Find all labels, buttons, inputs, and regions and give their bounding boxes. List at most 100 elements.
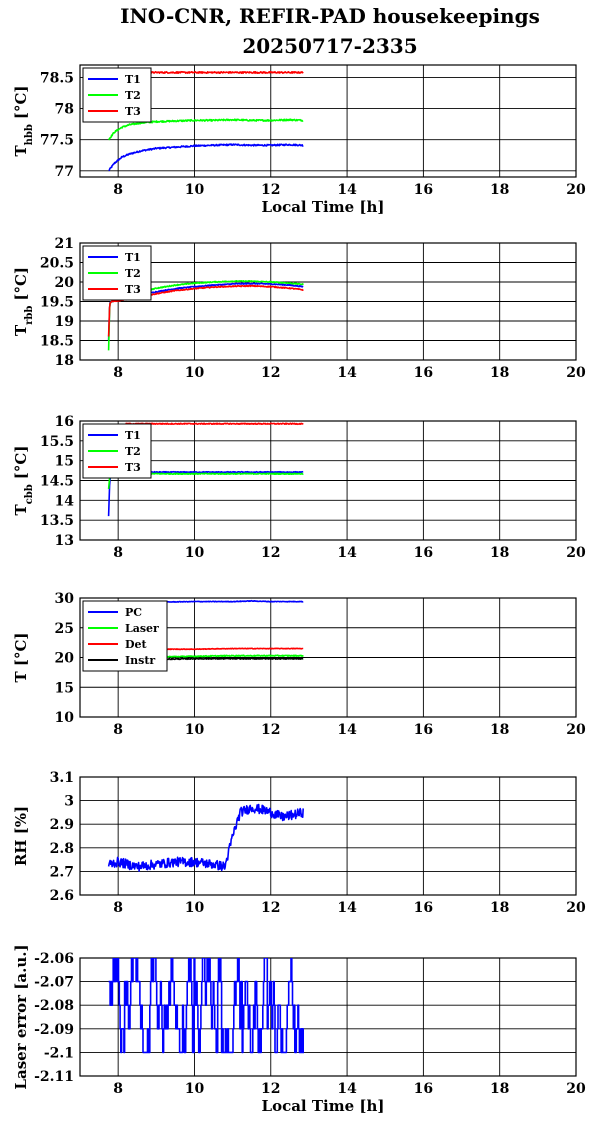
temps-xtick-label: 8 bbox=[113, 722, 123, 738]
laser-error-xtick-label: 8 bbox=[113, 1081, 123, 1097]
cbb-xtick-label: 12 bbox=[261, 545, 280, 561]
laser-error-xtick-label: 18 bbox=[490, 1081, 509, 1097]
rh-xtick-label: 18 bbox=[490, 900, 509, 916]
cbb-ytick-label: 16 bbox=[55, 414, 74, 430]
laser-error-ytick-label: -2.06 bbox=[34, 951, 74, 967]
rbb-ytick-label: 18.5 bbox=[40, 334, 74, 350]
cbb-ytick-label: 15 bbox=[55, 454, 74, 470]
rbb-ytick-label: 21 bbox=[55, 236, 74, 252]
temps-ytick-label: 10 bbox=[55, 710, 75, 726]
laser-error-frame bbox=[79, 957, 577, 1077]
cbb-ytick-label: 14 bbox=[55, 493, 75, 509]
hbb-xlabel: Local Time [h] bbox=[262, 198, 385, 216]
hbb-legend: T1 T2 T3 bbox=[82, 67, 152, 123]
rbb-ytick-label: 19 bbox=[55, 314, 74, 330]
temps-panel: 8 10 12 14 16 18 20 10 15 20 25 30 T [°C] PC Laser Det I… bbox=[12, 591, 586, 738]
laser-error-ylabel: Laser error [a.u.] bbox=[12, 944, 30, 1089]
rbb-frame bbox=[79, 242, 577, 361]
temps-xtick-label: 16 bbox=[414, 722, 433, 738]
temps-ytick-label: 30 bbox=[55, 591, 75, 607]
laser-error-xtick-label: 16 bbox=[414, 1081, 433, 1097]
temps-xtick-label: 10 bbox=[185, 722, 205, 738]
rh-xtick-label: 12 bbox=[261, 900, 280, 916]
cbb-legend-label: T3 bbox=[125, 461, 141, 474]
temps-xtick-label: 20 bbox=[566, 722, 586, 738]
cbb-xtick-label: 16 bbox=[414, 545, 433, 561]
rbb-ytick-label: 20 bbox=[55, 275, 75, 291]
rh-frame bbox=[79, 776, 577, 896]
hbb-legend-label: T1 bbox=[125, 73, 141, 86]
temps-legend-label: Det bbox=[125, 638, 148, 651]
cbb-ytick-label: 13 bbox=[55, 533, 74, 549]
hbb-xtick-label: 18 bbox=[490, 182, 509, 198]
laser-error-xtick-label: 14 bbox=[337, 1081, 357, 1097]
rh-xtick-label: 10 bbox=[185, 900, 205, 916]
cbb-legend-label: T1 bbox=[125, 429, 141, 442]
rh-ytick-label: 2.6 bbox=[50, 888, 74, 904]
cbb-panel: 8 10 12 14 16 18 20 13 13.5 14 14.5 15 15.5 16 Tcbb[°C… bbox=[12, 414, 586, 561]
rh-panel: 8 10 12 14 16 18 20 2.6 2.7 2.8 2.9 3 3.1 RH [%] bbox=[12, 770, 586, 916]
laser-error-xlabel: Local Time [h] bbox=[262, 1097, 385, 1115]
hbb-ylabel: Thbb[°C] bbox=[12, 85, 35, 156]
cbb-xtick-label: 18 bbox=[490, 545, 509, 561]
hbb-legend-label: T2 bbox=[125, 89, 141, 102]
rh-xtick-label: 16 bbox=[414, 900, 433, 916]
cbb-ytick-label: 15.5 bbox=[40, 434, 74, 450]
rbb-xtick-label: 18 bbox=[490, 365, 509, 381]
hbb-xtick-label: 12 bbox=[261, 182, 280, 198]
temps-ytick-label: 25 bbox=[55, 621, 74, 637]
hbb-ytick-label: 77 bbox=[55, 164, 74, 180]
rh-series-line bbox=[107, 803, 304, 872]
rbb-xtick-label: 10 bbox=[185, 365, 205, 381]
cbb-frame bbox=[79, 420, 577, 541]
rbb-xtick-label: 8 bbox=[113, 365, 123, 381]
cbb-legend: T1 T2 T3 bbox=[82, 423, 152, 479]
figure-title-line2: 20250717-2335 bbox=[242, 34, 417, 58]
cbb-xtick-label: 8 bbox=[113, 545, 123, 561]
cbb-ytick-label: 13.5 bbox=[40, 513, 74, 529]
laser-error-ytick-label: -2.07 bbox=[34, 975, 74, 991]
rh-ytick-label: 3.1 bbox=[50, 770, 74, 786]
figure-title-line1: INO-CNR, REFIR-PAD housekeepings bbox=[120, 4, 540, 28]
cbb-xtick-label: 20 bbox=[566, 545, 586, 561]
rbb-xtick-label: 12 bbox=[261, 365, 280, 381]
rh-ytick-label: 2.9 bbox=[50, 817, 74, 833]
hbb-frame bbox=[79, 64, 577, 178]
hbb-ytick-label: 78.5 bbox=[40, 70, 74, 86]
temps-ytick-label: 15 bbox=[55, 680, 74, 696]
cbb-ylabel: Tcbb[°C] bbox=[12, 446, 35, 516]
rbb-ytick-label: 20.5 bbox=[40, 256, 74, 272]
hbb-series-t2 bbox=[107, 118, 304, 141]
temps-xtick-label: 12 bbox=[261, 722, 280, 738]
temps-ytick-label: 20 bbox=[55, 651, 75, 667]
rbb-panel: 8 10 12 14 16 18 20 18 18.5 19 19.5 20 20.5 21 Trbb[°C… bbox=[12, 236, 586, 381]
temps-ylabel: T [°C] bbox=[12, 632, 30, 682]
rh-ytick-label: 2.8 bbox=[50, 841, 74, 857]
laser-error-ytick-label: -2.09 bbox=[34, 1022, 74, 1038]
laser-error-ytick-label: -2.08 bbox=[34, 998, 74, 1014]
temps-frame bbox=[79, 597, 577, 718]
laser-error-xtick-label: 12 bbox=[261, 1081, 280, 1097]
laser-error-ytick-label: -2.1 bbox=[44, 1045, 74, 1061]
laser-error-series-line bbox=[108, 958, 304, 1054]
hbb-ytick-label: 77.5 bbox=[40, 133, 74, 149]
rh-ylabel: RH [%] bbox=[12, 806, 30, 866]
hbb-ytick-label: 78 bbox=[55, 102, 74, 118]
rbb-ylabel: Trbb[°C] bbox=[12, 267, 35, 336]
hbb-xtick-label: 14 bbox=[337, 182, 357, 198]
hbb-panel: 8 10 12 14 16 18 20 77 77.5 78 78.5 Local Time [h] T… bbox=[12, 64, 586, 216]
rbb-legend-label: T2 bbox=[125, 267, 141, 280]
laser-error-panel: 8 10 12 14 16 18 20 -2.11 -2.1 -2.09 -2.08 -2.07 -2.… bbox=[12, 944, 586, 1115]
rh-xtick-label: 14 bbox=[337, 900, 357, 916]
cbb-series-t3 bbox=[125, 422, 304, 426]
hbb-xtick-label: 10 bbox=[185, 182, 205, 198]
hbb-series-t1 bbox=[108, 143, 304, 172]
cbb-ytick-label: 14.5 bbox=[40, 474, 74, 490]
temps-legend: PC Laser Det Instr bbox=[82, 600, 168, 672]
rbb-ytick-label: 18 bbox=[55, 353, 74, 369]
temps-legend-label: PC bbox=[125, 606, 142, 619]
rh-ytick-label: 2.7 bbox=[50, 864, 74, 880]
laser-error-xtick-label: 20 bbox=[566, 1081, 586, 1097]
rbb-xtick-label: 14 bbox=[337, 365, 357, 381]
